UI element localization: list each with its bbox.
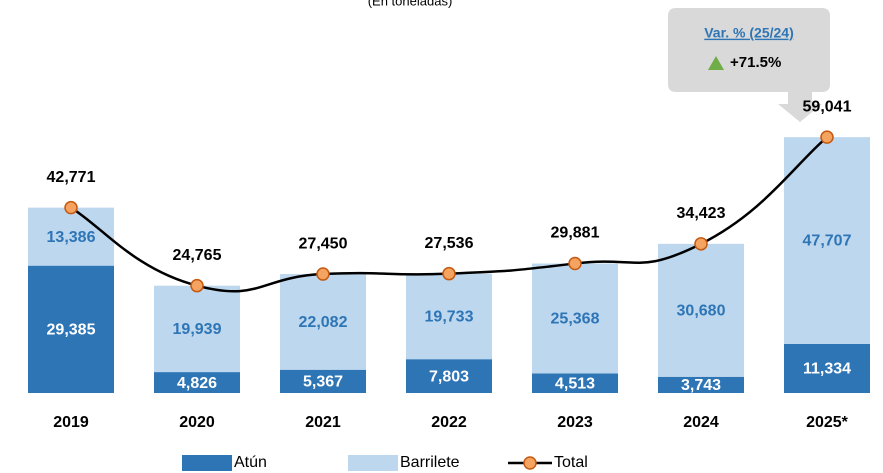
- total-marker: [64, 200, 78, 215]
- bar-label: 3,743: [681, 377, 721, 394]
- bar-label: 4,513: [555, 375, 595, 392]
- legend-marker: [523, 456, 537, 470]
- total-label: 42,771: [47, 169, 96, 186]
- bar: [658, 243, 744, 377]
- bar-label: 47,707: [803, 233, 852, 250]
- legend-swatch: [348, 455, 398, 471]
- bar: [406, 359, 492, 393]
- total-label: 34,423: [677, 205, 726, 222]
- x-tick-label: 2025*: [806, 414, 849, 431]
- total-label: 29,881: [551, 225, 600, 242]
- legend-label: Total: [554, 454, 588, 471]
- x-tick-label: 2023: [557, 414, 593, 431]
- total-marker: [820, 130, 834, 144]
- total-label: 27,450: [299, 235, 348, 252]
- total-marker: [568, 256, 582, 271]
- bar: [280, 369, 366, 393]
- bar: [532, 373, 618, 393]
- total-marker: [316, 267, 330, 281]
- total-marker: [190, 278, 204, 293]
- callout: Var. % (25/24) +71.5%: [668, 8, 830, 122]
- bar-label: 11,334: [803, 361, 851, 378]
- bar-label: 5,367: [303, 374, 343, 391]
- x-tick-label: 2022: [431, 414, 467, 431]
- bar: [784, 137, 870, 344]
- up-triangle: [708, 56, 724, 70]
- x-tick-label: 2024: [683, 414, 719, 431]
- legend-label: Barrilete: [400, 454, 460, 471]
- legend-label: Atún: [234, 454, 267, 471]
- bar: [28, 207, 114, 266]
- x-tick-label: 2020: [179, 414, 215, 431]
- bar: [154, 285, 240, 373]
- bar: [658, 376, 744, 393]
- bar: [154, 372, 240, 393]
- total-marker: [694, 237, 708, 251]
- bar-label: 29,385: [47, 322, 96, 339]
- total-label: 27,536: [425, 235, 474, 252]
- bar-label: 30,680: [677, 303, 726, 320]
- bar-label: 13,386: [47, 229, 96, 246]
- callout-box: [668, 8, 830, 122]
- bar-label: 19,939: [173, 321, 222, 338]
- total-marker: [442, 266, 456, 281]
- chart-subtitle: (En toneladas): [368, 0, 453, 8]
- bar-label: 22,082: [299, 314, 348, 331]
- x-tick-label: 2019: [53, 414, 89, 431]
- legend-swatch: [182, 455, 232, 471]
- bar: [784, 343, 870, 393]
- total-label: 24,765: [173, 247, 222, 264]
- bar: [28, 265, 114, 393]
- total-label: 59,041: [803, 98, 852, 115]
- callout-value: +71.5%: [730, 54, 781, 71]
- bar-label: 7,803: [429, 368, 469, 385]
- bar: [406, 273, 492, 360]
- bar-label: 19,733: [425, 309, 474, 326]
- bar: [280, 274, 366, 370]
- callout-title: Var. % (25/24): [704, 25, 794, 41]
- bar-label: 25,368: [551, 311, 600, 328]
- bar: [532, 263, 618, 374]
- x-tick-label: 2021: [305, 414, 341, 431]
- bar-label: 4,826: [177, 375, 217, 392]
